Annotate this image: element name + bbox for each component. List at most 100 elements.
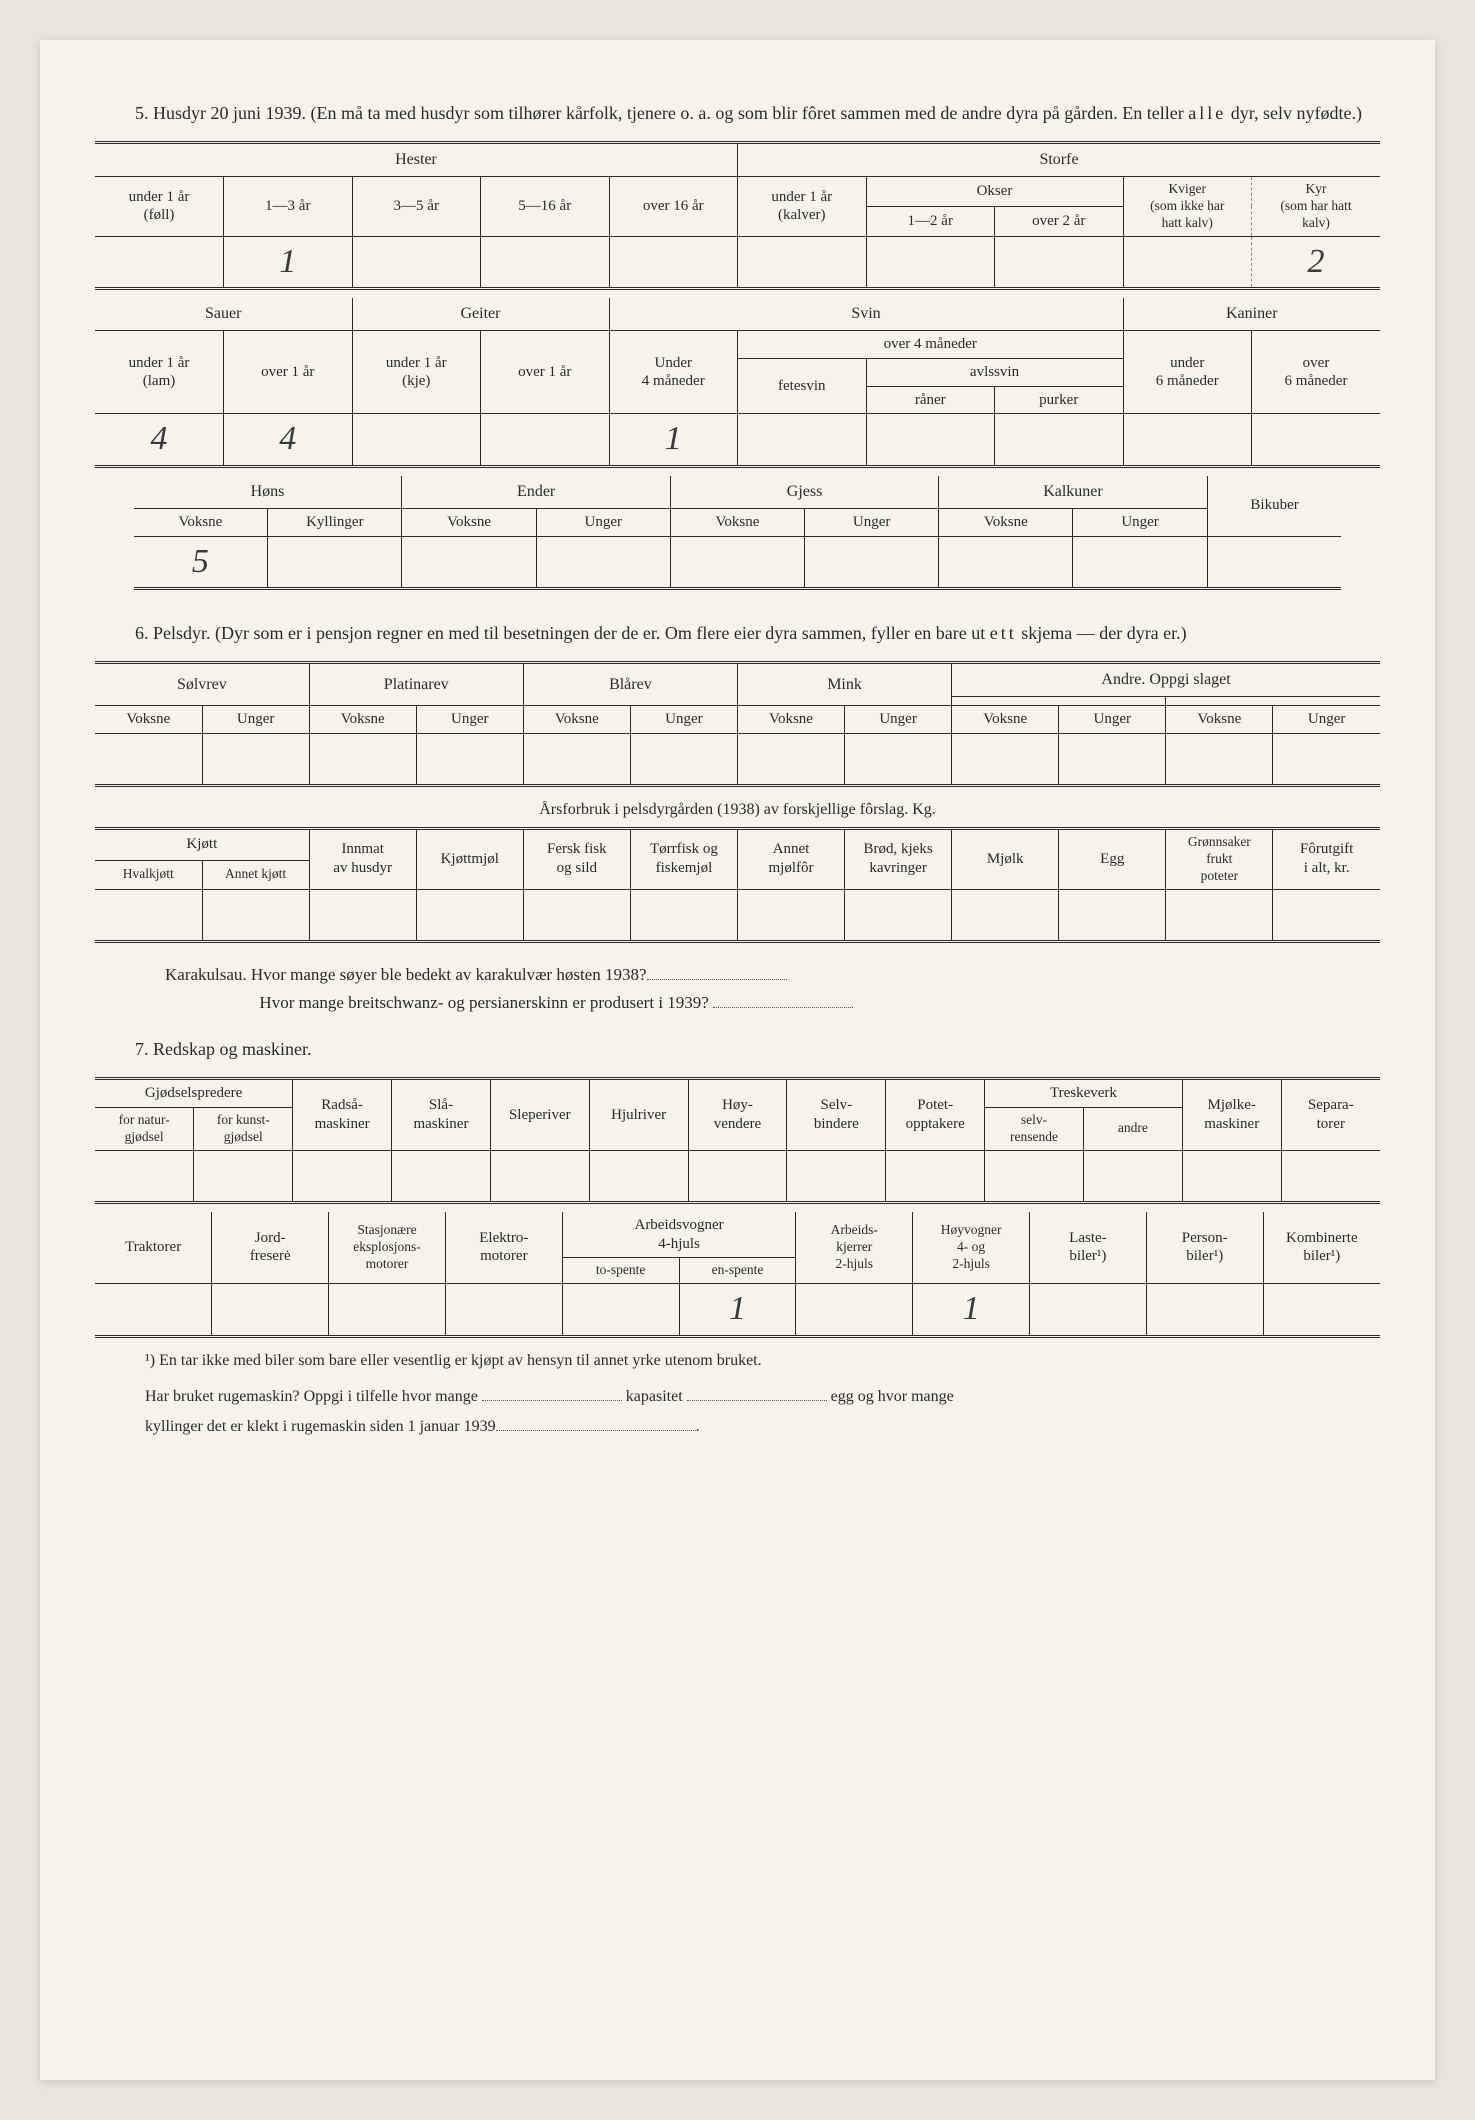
v5b1[interactable]: 4 bbox=[224, 414, 353, 467]
v7b3[interactable] bbox=[445, 1284, 562, 1337]
v7a9[interactable] bbox=[985, 1150, 1084, 1202]
v6a6[interactable] bbox=[737, 733, 844, 785]
form-page: 5. Husdyr 20 juni 1939. (En må ta med hu… bbox=[40, 40, 1435, 2080]
v5a7[interactable] bbox=[995, 236, 1124, 289]
h-col4: over 16 år bbox=[609, 177, 738, 237]
v7a2[interactable] bbox=[293, 1150, 392, 1202]
v7b0[interactable] bbox=[95, 1284, 212, 1337]
vf11[interactable] bbox=[1273, 889, 1380, 941]
v6a3[interactable] bbox=[416, 733, 523, 785]
ruge-blank2[interactable] bbox=[687, 1386, 827, 1401]
v7a7[interactable] bbox=[787, 1150, 886, 1202]
s5-head-a: 5. Husdyr 20 juni 1939. (En må ta med hu… bbox=[135, 103, 1188, 123]
v5c2[interactable] bbox=[402, 536, 536, 589]
v5c3[interactable] bbox=[536, 536, 670, 589]
v5a0[interactable] bbox=[95, 236, 224, 289]
v5c7[interactable] bbox=[1073, 536, 1207, 589]
v5b8[interactable] bbox=[1123, 414, 1252, 467]
karakul-blank2[interactable] bbox=[713, 992, 853, 1008]
vf2[interactable] bbox=[309, 889, 416, 941]
end-v: Voksne bbox=[402, 508, 536, 536]
v5b9[interactable] bbox=[1252, 414, 1381, 467]
v6a1[interactable] bbox=[202, 733, 309, 785]
v5b4[interactable]: 1 bbox=[609, 414, 738, 467]
vf3[interactable] bbox=[416, 889, 523, 941]
section5-heading: 5. Husdyr 20 juni 1939. (En må ta med hu… bbox=[135, 100, 1380, 127]
v7b4[interactable] bbox=[562, 1284, 679, 1337]
v5a6[interactable] bbox=[866, 236, 995, 289]
v7b8[interactable] bbox=[1030, 1284, 1147, 1337]
grp-geiter: Geiter bbox=[352, 298, 609, 331]
vf4[interactable] bbox=[523, 889, 630, 941]
vf5[interactable] bbox=[630, 889, 737, 941]
treske: Treskeverk bbox=[985, 1079, 1183, 1108]
v5c8[interactable] bbox=[1207, 536, 1341, 589]
v5c6[interactable] bbox=[939, 536, 1073, 589]
v5a4[interactable] bbox=[609, 236, 738, 289]
v6a11[interactable] bbox=[1273, 733, 1380, 785]
v7a3[interactable] bbox=[392, 1150, 491, 1202]
v7a8[interactable] bbox=[886, 1150, 985, 1202]
v5a5[interactable] bbox=[738, 236, 867, 289]
p-u1: Unger bbox=[202, 706, 309, 734]
vf1[interactable] bbox=[202, 889, 309, 941]
feed-kjott: Kjøtt bbox=[95, 828, 309, 860]
v5a8[interactable] bbox=[1123, 236, 1252, 289]
v5b6[interactable] bbox=[866, 414, 995, 467]
andre-blank1[interactable] bbox=[952, 697, 1166, 706]
v5b3[interactable] bbox=[481, 414, 610, 467]
grp-kaniner: Kaniner bbox=[1123, 298, 1380, 331]
table-hester-storfe: Hester Storfe under 1 år(føll) 1—3 år 3—… bbox=[95, 141, 1380, 290]
v5b7[interactable] bbox=[995, 414, 1124, 467]
arbeidsvogner: Arbeidsvogner4-hjuls bbox=[562, 1212, 796, 1258]
v5b0[interactable]: 4 bbox=[95, 414, 224, 467]
vf0[interactable] bbox=[95, 889, 202, 941]
v5b5[interactable] bbox=[738, 414, 867, 467]
r1c4: Høy-vendere bbox=[688, 1079, 787, 1151]
v7b9[interactable] bbox=[1146, 1284, 1263, 1337]
v7a5[interactable] bbox=[589, 1150, 688, 1202]
vf10[interactable] bbox=[1166, 889, 1273, 941]
ruge-blank3[interactable] bbox=[496, 1416, 696, 1431]
v7b2[interactable] bbox=[329, 1284, 446, 1337]
v5b2[interactable] bbox=[352, 414, 481, 467]
r1c6: Potet-opptakere bbox=[886, 1079, 985, 1151]
v6a2[interactable] bbox=[309, 733, 416, 785]
v6a10[interactable] bbox=[1166, 733, 1273, 785]
v7a12[interactable] bbox=[1281, 1150, 1380, 1202]
v6a0[interactable] bbox=[95, 733, 202, 785]
v7b1[interactable] bbox=[212, 1284, 329, 1337]
v7a1[interactable] bbox=[194, 1150, 293, 1202]
vf8[interactable] bbox=[952, 889, 1059, 941]
v7a10[interactable] bbox=[1083, 1150, 1182, 1202]
ruge-blank1[interactable] bbox=[482, 1386, 622, 1401]
karakul-blank1[interactable] bbox=[647, 963, 787, 979]
v7b7[interactable]: 1 bbox=[913, 1284, 1030, 1337]
v7b10[interactable] bbox=[1263, 1284, 1380, 1337]
v7a6[interactable] bbox=[688, 1150, 787, 1202]
v5a1[interactable]: 1 bbox=[224, 236, 353, 289]
fc5: Brød, kjekskavringer bbox=[845, 828, 952, 889]
v7a4[interactable] bbox=[490, 1150, 589, 1202]
vf9[interactable] bbox=[1059, 889, 1166, 941]
v7a0[interactable] bbox=[95, 1150, 194, 1202]
v7a11[interactable] bbox=[1182, 1150, 1281, 1202]
v5c1[interactable] bbox=[268, 536, 402, 589]
v7b6[interactable] bbox=[796, 1284, 913, 1337]
v5a3[interactable] bbox=[481, 236, 610, 289]
v6a8[interactable] bbox=[952, 733, 1059, 785]
v5c0[interactable]: 5 bbox=[134, 536, 268, 589]
v6a7[interactable] bbox=[845, 733, 952, 785]
v6a9[interactable] bbox=[1059, 733, 1166, 785]
v6a5[interactable] bbox=[630, 733, 737, 785]
vf7[interactable] bbox=[845, 889, 952, 941]
v7b5[interactable]: 1 bbox=[679, 1284, 796, 1337]
vf6[interactable] bbox=[737, 889, 844, 941]
v5c5[interactable] bbox=[805, 536, 939, 589]
v6a4[interactable] bbox=[523, 733, 630, 785]
v5c4[interactable] bbox=[670, 536, 804, 589]
andre-blank2[interactable] bbox=[1166, 697, 1380, 706]
v5a2[interactable] bbox=[352, 236, 481, 289]
s6-head-a: 6. Pelsdyr. (Dyr som er i pensjon regner… bbox=[135, 623, 990, 643]
v5a9[interactable]: 2 bbox=[1252, 236, 1381, 289]
